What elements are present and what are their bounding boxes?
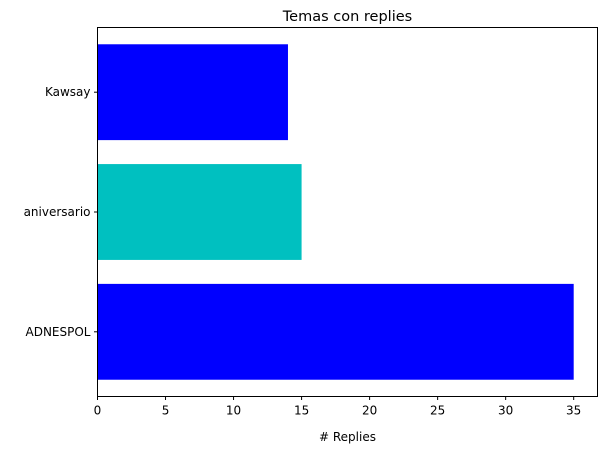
bar-kawsay <box>97 44 288 141</box>
y-axis-ticks: ADNESPOL aniversario Kawsay <box>24 85 98 339</box>
bars-group <box>97 44 574 380</box>
x-tick-label: 20 <box>362 404 377 418</box>
x-tick-label: 5 <box>162 404 170 418</box>
x-axis-label: # Replies <box>319 430 376 444</box>
x-tick-label: 15 <box>294 404 309 418</box>
plot-frame <box>97 27 598 397</box>
x-tick-label: 10 <box>226 404 241 418</box>
x-tick-label: 35 <box>566 404 581 418</box>
x-axis-ticks: 0 5 10 15 20 25 30 35 <box>94 396 581 418</box>
bar-adnespol <box>97 283 574 380</box>
x-tick-label: 25 <box>430 404 445 418</box>
y-tick-label: Kawsay <box>45 85 91 99</box>
y-tick-label: aniversario <box>24 205 91 219</box>
x-tick-label: 0 <box>94 404 102 418</box>
chart-title: Temas con replies <box>282 9 412 25</box>
bar-aniversario <box>97 164 302 260</box>
x-tick-label: 30 <box>498 404 513 418</box>
y-tick-label: ADNESPOL <box>26 325 91 339</box>
